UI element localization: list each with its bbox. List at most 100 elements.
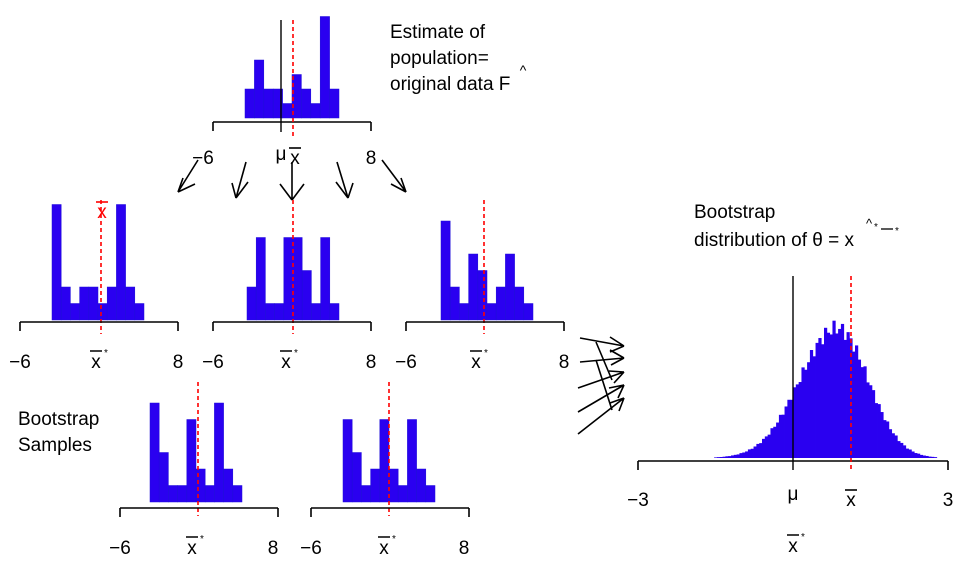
dist-bar [900, 442, 904, 458]
bootstrap-sample-3-bar [486, 303, 497, 321]
bootstrap-sample-3-bar [523, 303, 534, 321]
dist-bar [821, 344, 825, 458]
bootstrap-sample-1-bar [116, 204, 126, 321]
bootstrap-sample-1-bar [88, 286, 99, 321]
dist-xbar-label: x [846, 490, 856, 511]
dist-bar [793, 387, 797, 458]
dist-bar [812, 356, 816, 458]
bootstrap-sample-1-bar [70, 303, 80, 321]
dist-xstar-axis-star: * [801, 532, 805, 543]
bootstrap-sample-2-bar [320, 237, 331, 321]
xstar-overlines [90, 350, 482, 538]
bootstrap-sample-3-bar [449, 286, 460, 321]
dist-bar [784, 406, 788, 458]
dist-bar [790, 399, 794, 458]
original-data-bar [319, 16, 330, 119]
original-data-histogram [244, 16, 340, 119]
dist-bar [902, 445, 907, 458]
dist-bar [719, 457, 723, 458]
original-data-bar [263, 88, 274, 119]
bootstrap-sample-2-bar [274, 303, 285, 321]
dist-bar [835, 333, 839, 458]
original-mu-label: μ [276, 144, 287, 165]
bootstrap-sample-5-bar [379, 419, 390, 503]
dist-bar [933, 457, 938, 458]
sample2-xstar-label: x [281, 352, 291, 373]
original-tick-max-label: 8 [366, 148, 377, 169]
dist-bar [801, 367, 805, 458]
dist-bar [925, 455, 929, 458]
original-data-bar [301, 88, 312, 119]
bootstrap-sample-4-bar [158, 452, 169, 503]
dist-bar [866, 382, 870, 458]
dist-bar [846, 332, 850, 458]
dist-bar [897, 441, 901, 458]
bootstrap-samples-label-2: Samples [18, 435, 92, 456]
dist-bar [894, 435, 898, 458]
dist-bar [728, 456, 732, 458]
dist-bar [908, 449, 912, 458]
bootstrap-sample-1-bar [97, 303, 108, 321]
dist-bar [852, 351, 856, 458]
bootstrap-sample-4-bar [223, 468, 234, 503]
dist-bar [725, 456, 729, 458]
theta-hat: ^ [866, 216, 873, 231]
bootstrap-sample-1-bar [134, 303, 145, 321]
bootstrap-sample-5-bar [361, 485, 371, 503]
dist-bar [764, 436, 769, 458]
bootstrap-sample-3-bar [440, 220, 451, 321]
dist-bar [762, 438, 766, 458]
bootstrap-sample-3-bar [514, 286, 525, 321]
dist-bar [928, 456, 932, 458]
bootstrap-sample-2-bar [246, 286, 257, 321]
bootstrap-sample-3-bar [495, 286, 506, 321]
bootstrap-sample-4-bar [204, 485, 215, 503]
bootstrap-sample-1-bar [51, 204, 62, 321]
dist-bar [756, 443, 760, 458]
dist-bar [911, 451, 915, 458]
dist-bar [838, 328, 842, 458]
bootstrap-sample-histogram-5 [342, 382, 436, 516]
population-note-line-3: original data F [390, 74, 510, 95]
bootstrap-sample-2-bar [301, 270, 312, 321]
dist-bar [917, 453, 921, 458]
sample3-tick-max: 8 [559, 352, 570, 373]
bootstrap-sample-histogram-2 [246, 200, 340, 334]
sample1-red-xbar: x [97, 202, 107, 223]
dist-bar [919, 454, 924, 458]
x-star-2: * [895, 226, 899, 237]
sample2-xstar-star: * [294, 348, 298, 359]
sample2-tick-max: 8 [366, 352, 377, 373]
dist-bar [905, 448, 909, 458]
bootstrap-sample-4-bar [232, 485, 243, 503]
bootstrap-dist-label-1: Bootstrap [694, 202, 775, 223]
bootstrap-sample-histogram-1 [51, 200, 145, 334]
dist-bar [826, 332, 831, 458]
dist-bar [736, 454, 740, 458]
bootstrap-sample-5-bar [416, 468, 427, 503]
bootstrap-sample-1-bar [125, 286, 136, 321]
dist-bar [840, 323, 845, 458]
original-data-bar [310, 103, 321, 119]
dist-bar [804, 369, 808, 458]
bootstrap-sample-4-bar [149, 402, 160, 503]
sample1-tick-min: −6 [9, 352, 31, 373]
sample1-tick-max: 8 [173, 352, 184, 373]
bootstrap-sample-5-bar [351, 452, 362, 503]
theta-star: * [874, 222, 878, 233]
bootstrap-samples-label-1: Bootstrap [18, 409, 99, 430]
dist-bar [795, 384, 800, 458]
bootstrap-sample-2-bar [329, 303, 340, 321]
bootstrap-sample-3-bar [477, 270, 488, 321]
dist-bar [767, 434, 771, 458]
dist-bar [809, 350, 814, 458]
bootstrap-sample-4-bar [214, 402, 224, 503]
original-data-bar [254, 59, 265, 119]
population-note-line-2: population= [390, 48, 489, 69]
original-data-bar [244, 88, 255, 119]
dist-bar [824, 327, 828, 458]
dist-bar [888, 429, 893, 458]
dist-bar [874, 403, 878, 458]
original-data-bar [329, 88, 340, 119]
